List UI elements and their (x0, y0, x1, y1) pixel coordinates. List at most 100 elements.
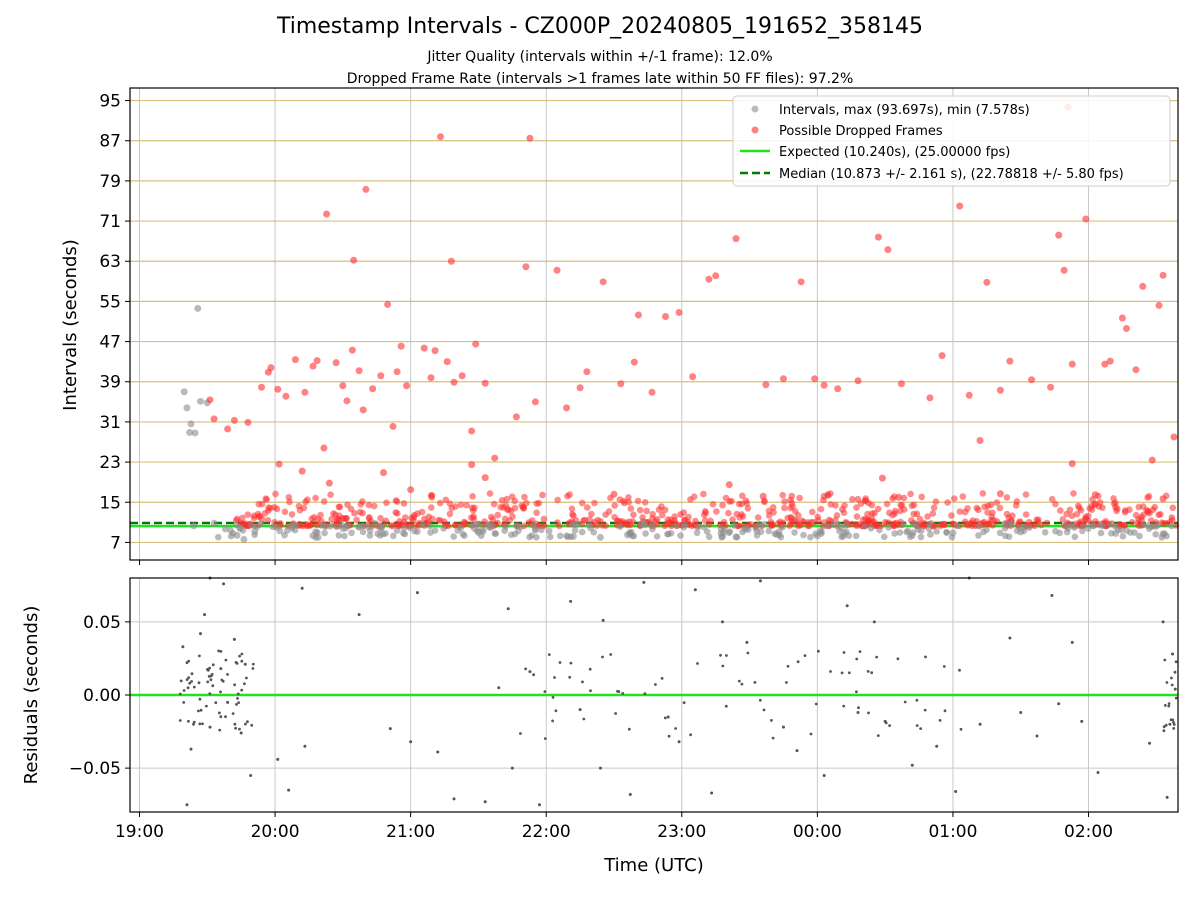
interval-point (578, 528, 586, 536)
dropped-frame-point (841, 502, 848, 509)
dropped-frame-point (258, 500, 266, 508)
interval-point (1041, 529, 1049, 536)
interval-point (1079, 522, 1087, 530)
dropped-frame-point (1106, 357, 1114, 365)
dropped-frame-point (593, 522, 601, 529)
x-tick-label: 01:00 (928, 822, 977, 842)
residual-point (796, 660, 800, 664)
dropped-frame-point (350, 256, 358, 264)
chart-subtitle-dropped-rate: Dropped Frame Rate (intervals >1 frames … (346, 71, 854, 87)
dropped-frame-point (983, 278, 991, 286)
interval-point (1017, 528, 1025, 536)
interval-point (533, 534, 540, 541)
dropped-frame-point (407, 486, 415, 494)
residual-point (867, 711, 870, 715)
dropped-frame-point (344, 501, 351, 509)
dropped-frame-point (599, 278, 607, 286)
dropped-frame-point (956, 202, 964, 210)
dropped-frame-point (584, 504, 591, 511)
dropped-frame-point (634, 311, 642, 319)
dropped-frame-point (576, 384, 584, 392)
dropped-frame-point (400, 500, 408, 507)
dropped-frame-point (1068, 460, 1076, 468)
dropped-frame-point (521, 493, 528, 501)
dropped-frame-point (987, 501, 995, 509)
dropped-frame-point (662, 312, 670, 320)
interval-point (753, 532, 761, 539)
dropped-frame-point (996, 490, 1004, 498)
residual-point (1035, 734, 1039, 738)
residual-point (935, 744, 939, 748)
interval-point (1106, 520, 1114, 528)
interval-point (338, 522, 346, 529)
dropped-frame-point (377, 372, 385, 380)
x-tick-label: 00:00 (793, 822, 842, 842)
dropped-frame-point (759, 492, 767, 500)
interval-point (891, 530, 898, 537)
residual-point (710, 791, 714, 795)
dropped-frame-point (553, 266, 561, 274)
dropped-frame-point (291, 356, 299, 364)
dropped-frame-point (1132, 366, 1140, 374)
dropped-frame-point (951, 495, 958, 502)
residual-point (677, 740, 681, 744)
interval-point (900, 520, 907, 528)
dropped-frame-point (804, 522, 812, 530)
interval-point (943, 529, 950, 536)
residual-point (250, 723, 254, 727)
dropped-frame-point (852, 521, 860, 528)
residual-point (578, 708, 582, 712)
residual-point (189, 747, 193, 751)
dropped-frame-point (788, 518, 796, 526)
residual-point (188, 681, 192, 685)
dropped-frame-point (1144, 494, 1151, 501)
residual-point (554, 709, 558, 713)
dropped-frame-point (1122, 325, 1130, 333)
dropped-frame-point (531, 398, 539, 406)
dropped-frame-point (410, 516, 417, 524)
dropped-frame-point (956, 508, 964, 515)
interval-point (379, 530, 387, 538)
dropped-frame-point (389, 422, 397, 430)
interval-point (807, 533, 814, 541)
residual-point (667, 734, 671, 738)
dropped-frame-point (526, 134, 534, 142)
dropped-frame-point (304, 496, 311, 504)
dropped-frame-point (996, 386, 1004, 394)
dropped-frame-point (868, 501, 876, 509)
legend-gray-dot-icon (751, 105, 759, 113)
interval-point (1071, 524, 1078, 531)
dropped-frame-point (447, 257, 455, 265)
residual-point (181, 645, 185, 649)
dropped-frame-point (639, 514, 646, 521)
dropped-frame-point (671, 513, 678, 520)
residual-point (251, 662, 255, 666)
residual-point (218, 728, 222, 732)
dropped-frame-point (446, 500, 454, 508)
bottom-y-tick-label: 0.00 (83, 686, 121, 706)
dropped-frame-point (1148, 456, 1156, 464)
residual-point (786, 664, 790, 668)
residual-point (1171, 652, 1175, 656)
residual-point (179, 679, 183, 683)
residual-point (842, 704, 846, 708)
dropped-frame-point (944, 499, 951, 506)
interval-point (791, 529, 798, 536)
dropped-frame-point (427, 374, 435, 382)
residual-point (569, 661, 573, 665)
residual-point (915, 724, 919, 727)
dropped-frame-point (878, 474, 886, 482)
dropped-frame-point (594, 516, 602, 524)
residual-point (452, 797, 456, 801)
dropped-frame-point (891, 510, 899, 517)
residual-point (870, 671, 874, 675)
residual-point (186, 686, 190, 690)
interval-point (187, 420, 195, 428)
dropped-frame-point (625, 498, 632, 506)
interval-point (1112, 529, 1120, 537)
residual-point (1162, 729, 1166, 733)
dropped-frame-point (815, 517, 822, 524)
dropped-frame-point (267, 364, 275, 372)
dropped-frame-point (862, 497, 869, 504)
residual-point (238, 654, 242, 658)
